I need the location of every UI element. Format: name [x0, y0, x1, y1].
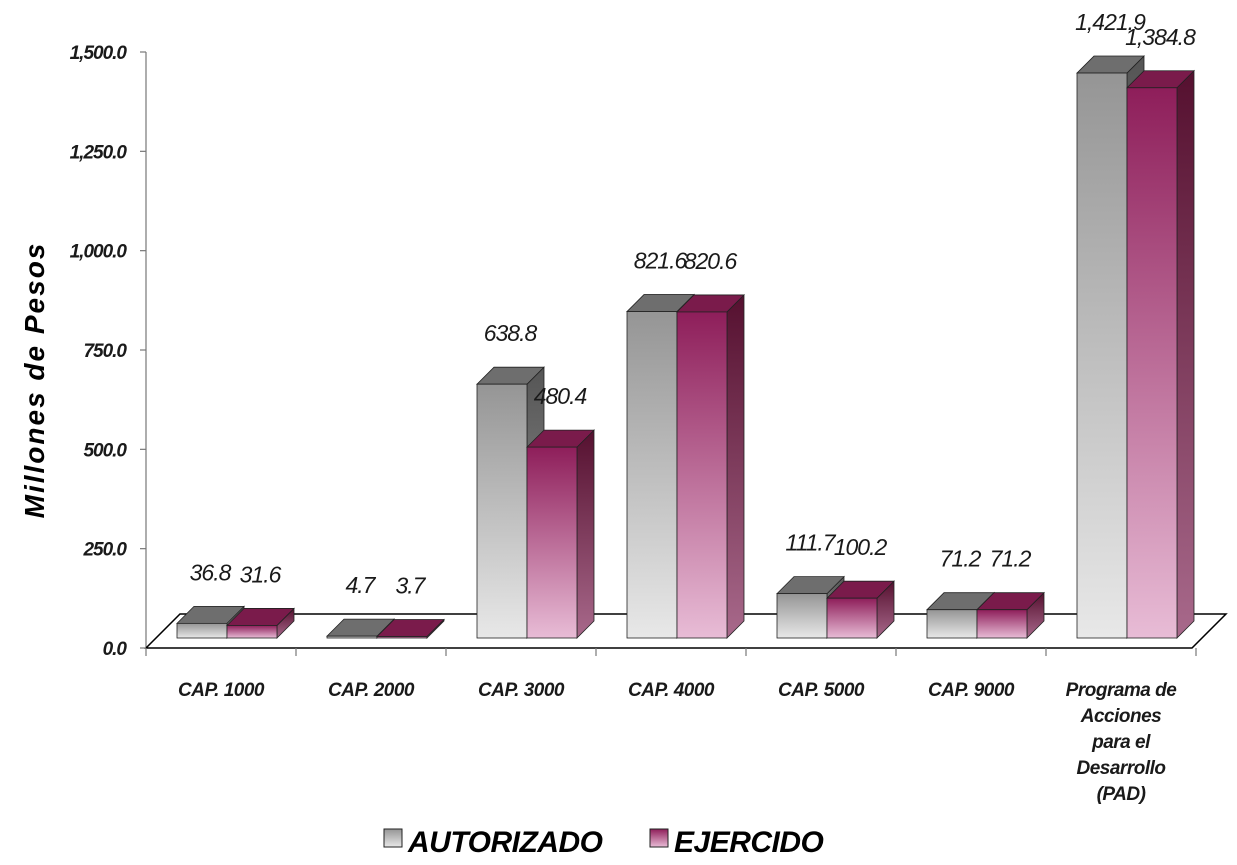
- y-tick-label: 0.0: [103, 639, 128, 660]
- bar-front: [476, 383, 528, 639]
- legend-label: EJERCIDO: [674, 826, 824, 859]
- bar-front: [976, 609, 1028, 639]
- bar-front: [526, 446, 578, 639]
- bar-front: [1126, 87, 1178, 639]
- category-label: para el: [1091, 732, 1151, 753]
- category-label: CAP. 3000: [478, 680, 565, 701]
- data-label: 480.4: [534, 383, 587, 409]
- y-tick-label: 1,250.0: [70, 142, 128, 163]
- bar-ejercido-5: [976, 591, 1045, 639]
- category-label: Programa de: [1066, 680, 1178, 701]
- legend-item-autorizado: AUTORIZADO: [383, 826, 603, 859]
- data-label: 4.7: [346, 572, 377, 598]
- bar-front: [226, 625, 278, 639]
- bar-front: [176, 622, 228, 639]
- data-label: 820.6: [684, 248, 738, 274]
- bar-front: [626, 311, 678, 639]
- category-label: CAP. 2000: [328, 680, 415, 701]
- y-tick-label: 750.0: [83, 341, 127, 362]
- bar-ejercido-6: [1126, 69, 1195, 639]
- y-tick-label: 1,000.0: [70, 242, 128, 263]
- data-label: 111.7: [785, 530, 836, 556]
- data-label: 31.6: [240, 561, 282, 587]
- legend-swatch: [649, 828, 669, 848]
- x-axis-ticks: [145, 648, 1197, 656]
- bar-front: [776, 593, 828, 639]
- bar-front: [676, 311, 728, 639]
- bar-side: [726, 293, 745, 639]
- bar-front: [826, 597, 878, 639]
- category-label: CAP. 5000: [778, 680, 865, 701]
- bars: [176, 55, 1195, 639]
- y-axis-ticks: 0.0 250.0 500.0 750.0 1,000.0 1,250.0 1,500.0: [70, 43, 146, 660]
- y-axis-title: Millones de Pesos: [19, 242, 50, 519]
- data-label: 100.2: [834, 534, 888, 560]
- bar-ejercido-3: [676, 293, 745, 639]
- y-tick-label: 500.0: [83, 440, 127, 461]
- legend: AUTORIZADO EJERCIDO: [383, 826, 824, 859]
- bar-side: [1176, 69, 1195, 639]
- category-label: (PAD): [1097, 784, 1146, 805]
- data-label: 821.6: [634, 248, 688, 274]
- legend-label: AUTORIZADO: [407, 826, 603, 859]
- data-label: 638.8: [484, 320, 538, 346]
- bar-front: [1076, 72, 1128, 639]
- y-tick-label: 250.0: [82, 540, 127, 561]
- bar-front: [326, 635, 378, 639]
- y-tick-label: 1,500.0: [70, 43, 128, 64]
- category-label: Desarrollo: [1077, 758, 1166, 779]
- legend-swatch: [383, 828, 403, 848]
- data-label: 36.8: [190, 559, 232, 585]
- bar-front: [376, 636, 428, 639]
- category-label: CAP. 4000: [628, 680, 715, 701]
- bar-ejercido-1: [376, 618, 445, 639]
- bar-ejercido-2: [526, 429, 595, 639]
- data-label: 1,421.9: [1075, 9, 1146, 35]
- category-label: CAP. 9000: [928, 680, 1015, 701]
- category-label: CAP. 1000: [178, 680, 265, 701]
- category-label: Acciones: [1080, 706, 1161, 727]
- data-label: 71.2: [990, 546, 1032, 572]
- data-label: 71.2: [940, 546, 982, 572]
- data-label: 1,384.8: [1125, 24, 1196, 50]
- bar-ejercido-0: [226, 607, 295, 639]
- legend-item-ejercido: EJERCIDO: [649, 826, 824, 859]
- bar-ejercido-4: [826, 580, 895, 639]
- data-label: 3.7: [396, 573, 427, 599]
- bar-front: [926, 609, 978, 639]
- bar-side: [576, 429, 595, 639]
- category-labels: CAP. 1000 CAP. 2000 CAP. 3000 CAP. 4000 CAP.…: [178, 680, 1178, 805]
